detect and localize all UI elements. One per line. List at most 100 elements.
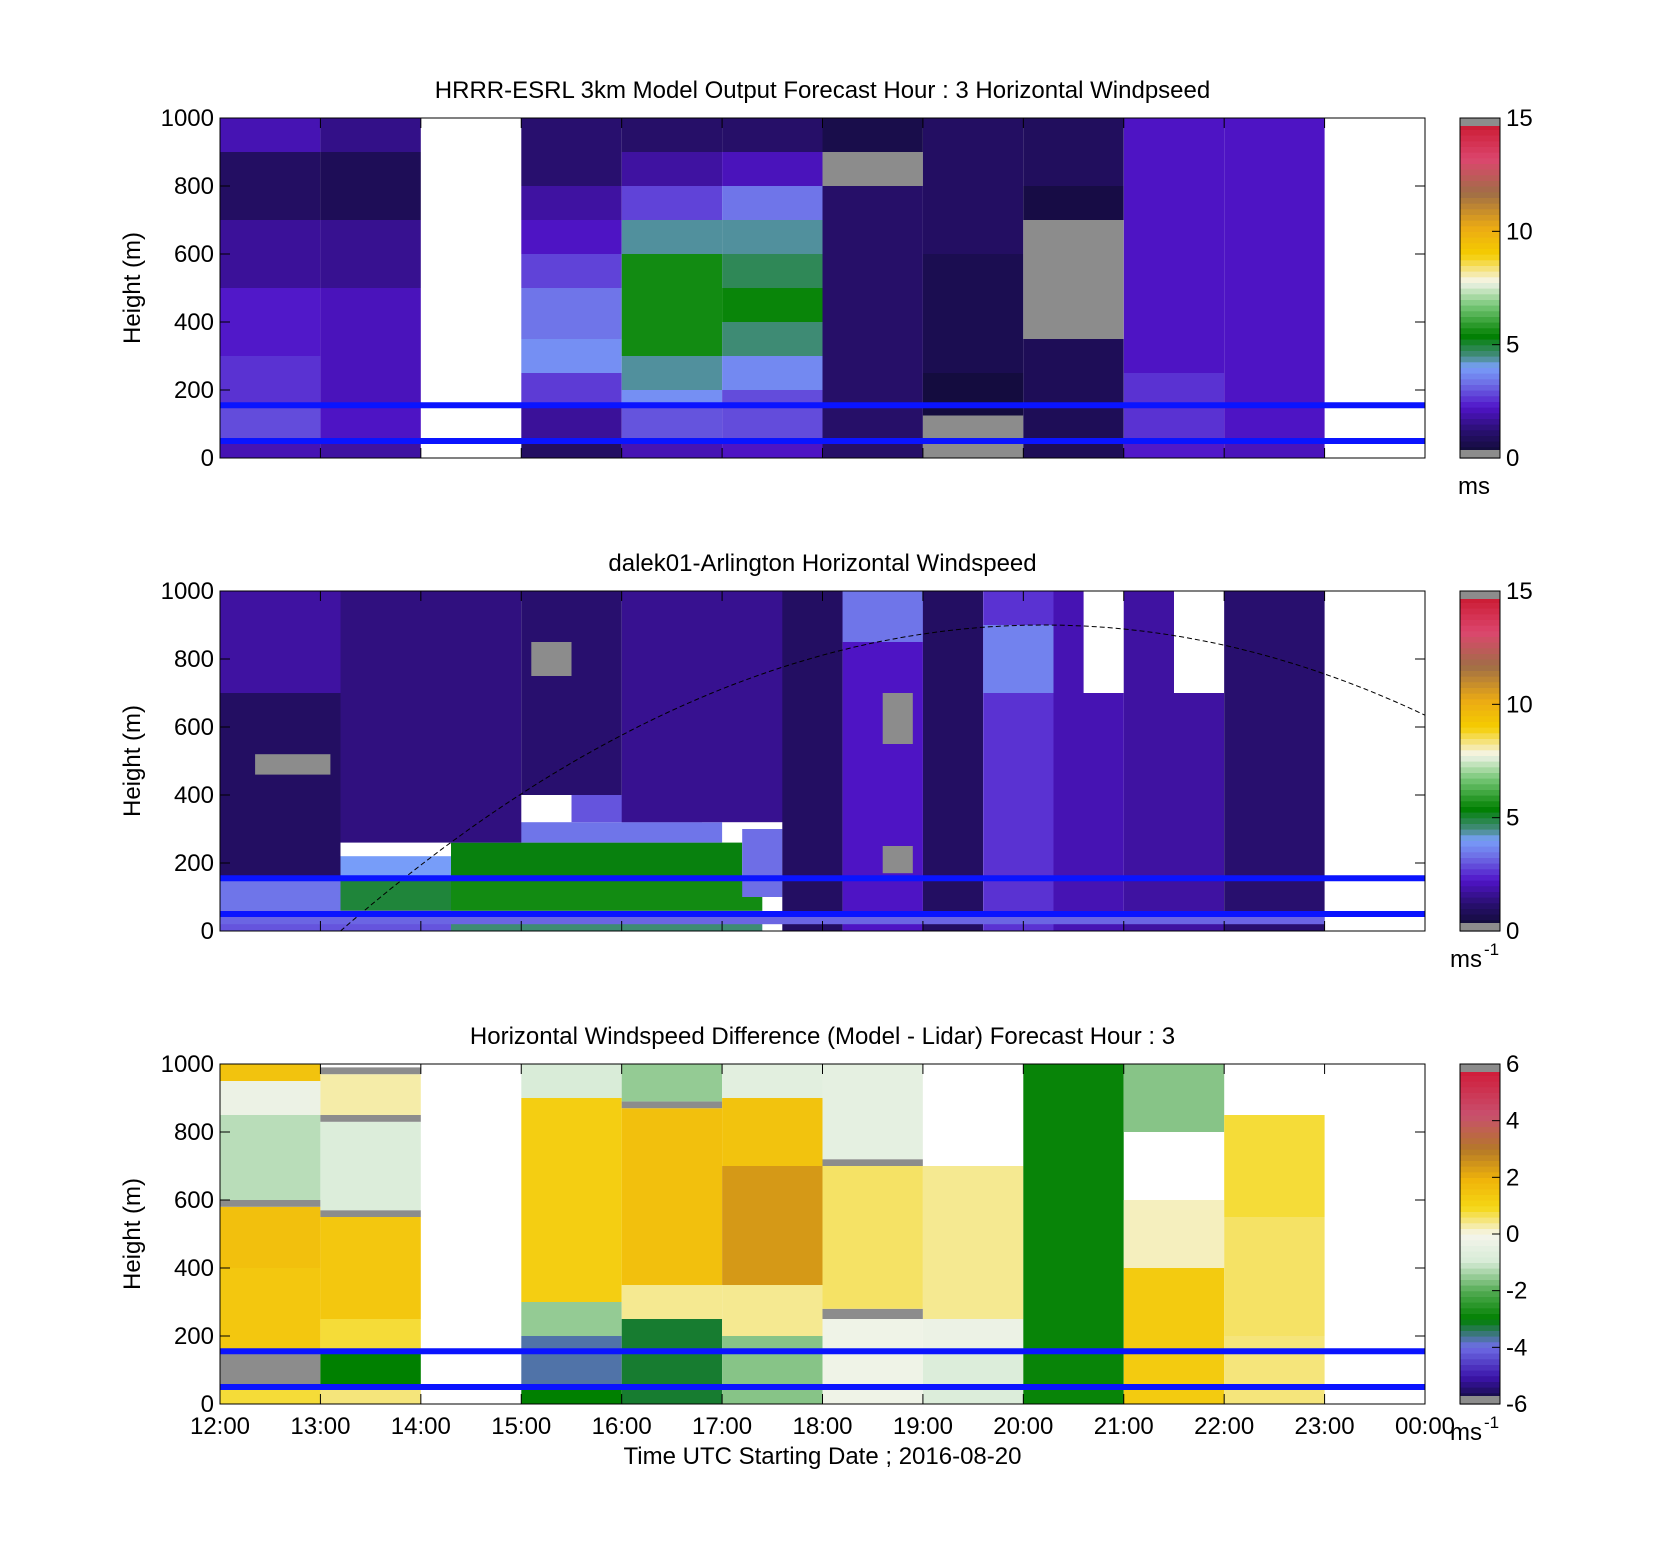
colorbar-swatch xyxy=(1460,778,1500,785)
colorbar-swatch xyxy=(1460,1296,1500,1303)
colorbar-tick-label: 5 xyxy=(1506,332,1519,359)
colorbar-swatch xyxy=(1460,129,1500,136)
colorbar-swatch xyxy=(1460,429,1500,436)
y-tick-label: 1000 xyxy=(161,105,214,132)
heatmap-cell xyxy=(621,152,723,186)
colorbar-swatch xyxy=(1460,846,1500,853)
colorbar-cap xyxy=(1460,1064,1500,1072)
heatmap-cell xyxy=(1123,1200,1225,1268)
heatmap-cell xyxy=(451,842,743,880)
colorbar-swatch xyxy=(1460,676,1500,683)
colorbar-swatch xyxy=(1460,1319,1500,1326)
colorbar-swatch xyxy=(1460,254,1500,261)
heatmap-cell xyxy=(822,118,923,152)
colorbar-swatch xyxy=(1460,407,1500,414)
x-tick-label: 15:00 xyxy=(491,1413,551,1440)
colorbar-swatch xyxy=(1460,1273,1500,1280)
heatmap-cell xyxy=(822,152,923,186)
colorbar-swatch xyxy=(1460,1262,1500,1269)
x-tick-label: 20:00 xyxy=(993,1413,1053,1440)
colorbar-swatch xyxy=(1460,1171,1500,1178)
colorbar-swatch xyxy=(1460,908,1500,915)
y-tick-label: 0 xyxy=(201,1391,214,1418)
colorbar-tick-label: 10 xyxy=(1506,691,1533,718)
colorbar-swatch xyxy=(1460,225,1500,232)
colorbar-swatch xyxy=(1460,806,1500,813)
y-tick-label: 600 xyxy=(174,714,214,741)
colorbar-swatch xyxy=(1460,670,1500,677)
heatmap-cell xyxy=(822,1166,923,1309)
colorbar-swatch xyxy=(1460,1086,1500,1093)
colorbar-swatch xyxy=(1460,424,1500,431)
colorbar-swatch xyxy=(1460,163,1500,170)
panel-model-windspeed: 0 200 400 600 800 1000 HRRR-ESRL 3km Model Out… xyxy=(119,77,1533,500)
colorbar-tick-label: 0 xyxy=(1506,1221,1519,1248)
heatmap-cell xyxy=(220,118,321,152)
colorbar-swatch xyxy=(1460,1239,1500,1246)
heatmap-cell xyxy=(621,254,723,356)
y-tick-label: 200 xyxy=(174,850,214,877)
colorbar-swatch xyxy=(1460,1370,1500,1377)
colorbar-swatch xyxy=(1460,1285,1500,1292)
colorbar-swatch xyxy=(1460,1149,1500,1156)
y-tick-label: 400 xyxy=(174,782,214,809)
heatmap-cell xyxy=(320,1121,421,1211)
colorbar-swatch xyxy=(1460,613,1500,620)
colorbar-swatch xyxy=(1460,681,1500,688)
heatmap-cell xyxy=(521,407,622,441)
heatmap-cell xyxy=(220,152,321,220)
heatmap-cell xyxy=(320,1067,421,1075)
heatmap-cell xyxy=(521,254,622,288)
colorbar-unit: ms xyxy=(1450,946,1482,973)
colorbar-swatch xyxy=(1460,642,1500,649)
heatmap-cell xyxy=(882,846,913,874)
colorbar-swatch xyxy=(1460,755,1500,762)
heatmap-cell xyxy=(320,407,421,441)
heatmap-cell xyxy=(531,642,572,676)
colorbar-swatch xyxy=(1460,1103,1500,1110)
colorbar-swatch xyxy=(1460,1341,1500,1348)
heatmap-cell xyxy=(722,288,823,322)
colorbar-swatch xyxy=(1460,1183,1500,1190)
colorbar-swatch xyxy=(1460,749,1500,756)
colorbar-swatch xyxy=(1460,1375,1500,1382)
colorbar-cap xyxy=(1460,450,1500,458)
colorbar-swatch xyxy=(1460,350,1500,357)
colorbar-frame xyxy=(1459,590,1501,932)
colorbar-swatch xyxy=(1460,1205,1500,1212)
colorbar-tick-label: 10 xyxy=(1506,218,1533,245)
colorbar-tick-label: 0 xyxy=(1506,445,1519,472)
colorbar-swatch xyxy=(1460,1194,1500,1201)
heatmap-cell xyxy=(220,1081,321,1115)
heatmap-cell xyxy=(922,591,984,931)
colorbar-swatch xyxy=(1460,214,1500,221)
colorbar-swatch xyxy=(1460,840,1500,847)
heatmap-cell xyxy=(1023,220,1124,339)
heatmap-cell xyxy=(722,441,823,458)
colorbar-swatch xyxy=(1460,625,1500,632)
heatmap-cell xyxy=(922,1064,1024,1166)
colorbar-cap xyxy=(1460,591,1500,599)
colorbar-swatch xyxy=(1460,619,1500,626)
heatmap-cell xyxy=(220,1387,321,1404)
colorbar-swatch xyxy=(1460,1120,1500,1127)
colorbar-swatch xyxy=(1460,761,1500,768)
colorbar-swatch xyxy=(1460,1200,1500,1207)
y-tick-label: 1000 xyxy=(161,578,214,605)
heatmap-cell xyxy=(320,288,421,407)
colorbar-swatch xyxy=(1460,659,1500,666)
colorbar-swatch xyxy=(1460,738,1500,745)
heatmap-cell xyxy=(521,288,622,339)
heatmap-cell xyxy=(340,880,451,911)
colorbar-swatch xyxy=(1460,1115,1500,1122)
colorbar-swatch xyxy=(1460,1381,1500,1388)
heatmap-cell xyxy=(782,591,843,931)
heatmap-cells xyxy=(220,591,1325,931)
heatmap-cell xyxy=(521,1098,622,1302)
heatmap-cell xyxy=(220,288,321,356)
heatmap-cell xyxy=(320,152,421,220)
colorbar-swatch xyxy=(1460,1132,1500,1139)
colorbar-swatch xyxy=(1460,123,1500,130)
colorbar-swatch xyxy=(1460,1302,1500,1309)
colorbar-swatch xyxy=(1460,1234,1500,1241)
